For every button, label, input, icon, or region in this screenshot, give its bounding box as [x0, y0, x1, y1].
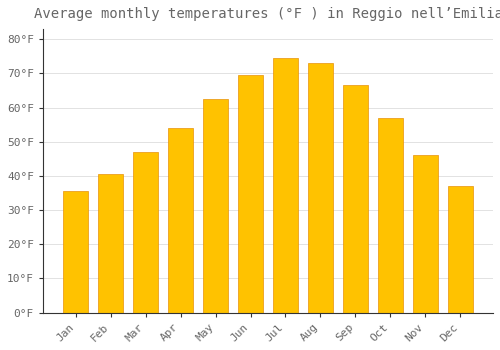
Bar: [64, 191, 88, 313]
Bar: [204, 99, 228, 313]
Bar: [308, 63, 332, 313]
Bar: [274, 58, 297, 313]
Title: Average monthly temperatures (°F ) in Reggio nell’Emilia: Average monthly temperatures (°F ) in Re…: [34, 7, 500, 21]
Bar: [98, 174, 123, 313]
Bar: [134, 152, 158, 313]
Bar: [168, 128, 193, 313]
Bar: [413, 155, 438, 313]
Bar: [343, 85, 367, 313]
Bar: [238, 75, 263, 313]
Bar: [448, 186, 472, 313]
Bar: [378, 118, 402, 313]
